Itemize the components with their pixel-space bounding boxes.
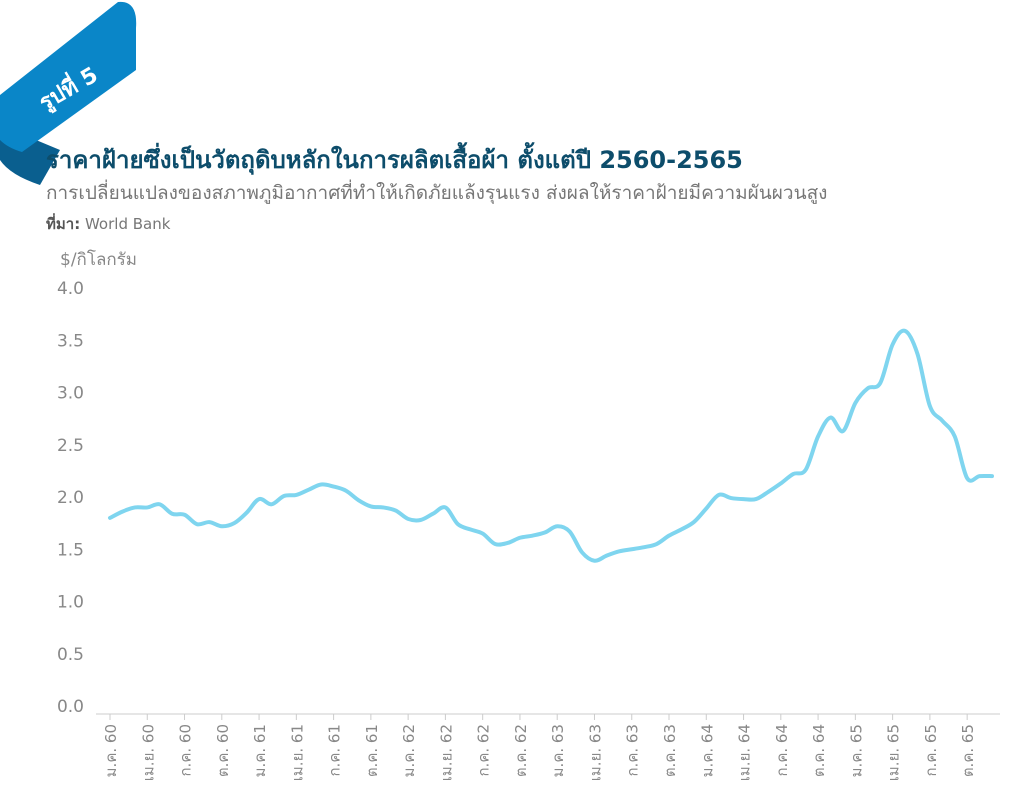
y-tick-label: 1.0 bbox=[57, 593, 84, 613]
chart-title: ราคาฝ้ายซึ่งเป็นวัตถุดิบหลักในการผลิตเสื… bbox=[46, 146, 743, 174]
x-tick-label: ต.ค. 62 bbox=[512, 724, 530, 777]
x-tick-label: เม.ย. 60 bbox=[139, 724, 157, 781]
x-tick-label: ก.ค. 61 bbox=[326, 724, 344, 777]
x-tick-label: ม.ค. 62 bbox=[400, 724, 418, 777]
y-tick-label: 1.5 bbox=[57, 540, 84, 560]
y-axis: 4.0 3.5 3.0 2.5 2.0 1.5 1.0 0.5 0.0 bbox=[57, 279, 84, 717]
x-tick-label: เม.ย. 64 bbox=[736, 724, 754, 781]
y-tick-label: 4.0 bbox=[57, 279, 84, 299]
x-tick-label: ก.ค. 60 bbox=[177, 724, 195, 777]
chart-source: ที่มา: World Bank bbox=[46, 212, 170, 236]
x-tick-label: ก.ค. 63 bbox=[624, 724, 642, 777]
x-tick-label: ม.ค. 64 bbox=[698, 724, 716, 777]
badge-ribbon-body bbox=[0, 1, 137, 152]
y-tick-label: 0.5 bbox=[57, 645, 84, 665]
x-tick-label: ต.ค. 65 bbox=[959, 724, 977, 777]
figure-badge: รูปที่ 5 bbox=[0, 1, 137, 185]
x-tick-label: เม.ย. 61 bbox=[288, 724, 306, 781]
y-axis-label: $/กิโลกรัม bbox=[60, 249, 137, 270]
x-tick-label: ต.ค. 64 bbox=[810, 724, 828, 777]
x-tick-label: ก.ค. 64 bbox=[773, 724, 791, 777]
x-tick-label: ม.ค. 61 bbox=[251, 724, 269, 777]
x-tick-label: ต.ค. 60 bbox=[214, 724, 232, 777]
cotton-price-line bbox=[108, 328, 994, 563]
x-tick-label: ก.ค. 65 bbox=[922, 724, 940, 777]
chart-subtitle: การเปลี่ยนแปลงของสภาพภูมิอากาศที่ทำให้เก… bbox=[46, 182, 828, 204]
x-tick-label: เม.ย. 62 bbox=[437, 724, 455, 781]
y-tick-label: 2.5 bbox=[57, 436, 84, 456]
x-tick-label: เม.ย. 65 bbox=[885, 724, 903, 781]
x-tick-label: ต.ค. 63 bbox=[661, 724, 679, 777]
x-tick-label: ม.ค. 60 bbox=[102, 724, 120, 777]
x-axis: ม.ค. 60 เม.ย. 60 ก.ค. 60 ต.ค. 60 ม.ค. 61 เม.ย… bbox=[102, 714, 977, 781]
x-tick-label: ก.ค. 62 bbox=[475, 724, 493, 777]
y-tick-label: 2.0 bbox=[57, 488, 84, 508]
x-tick-label: ม.ค. 63 bbox=[549, 724, 567, 777]
x-tick-label: ต.ค. 61 bbox=[363, 724, 381, 777]
data-points bbox=[109, 330, 993, 561]
x-tick-label: เม.ย. 63 bbox=[586, 724, 604, 781]
source-label: ที่มา: bbox=[46, 215, 81, 233]
y-tick-label: 3.0 bbox=[57, 384, 84, 404]
y-tick-label: 3.5 bbox=[57, 331, 84, 351]
y-tick-label: 0.0 bbox=[57, 697, 84, 717]
x-tick-label: ม.ค. 65 bbox=[847, 724, 865, 777]
source-value: World Bank bbox=[84, 215, 171, 233]
